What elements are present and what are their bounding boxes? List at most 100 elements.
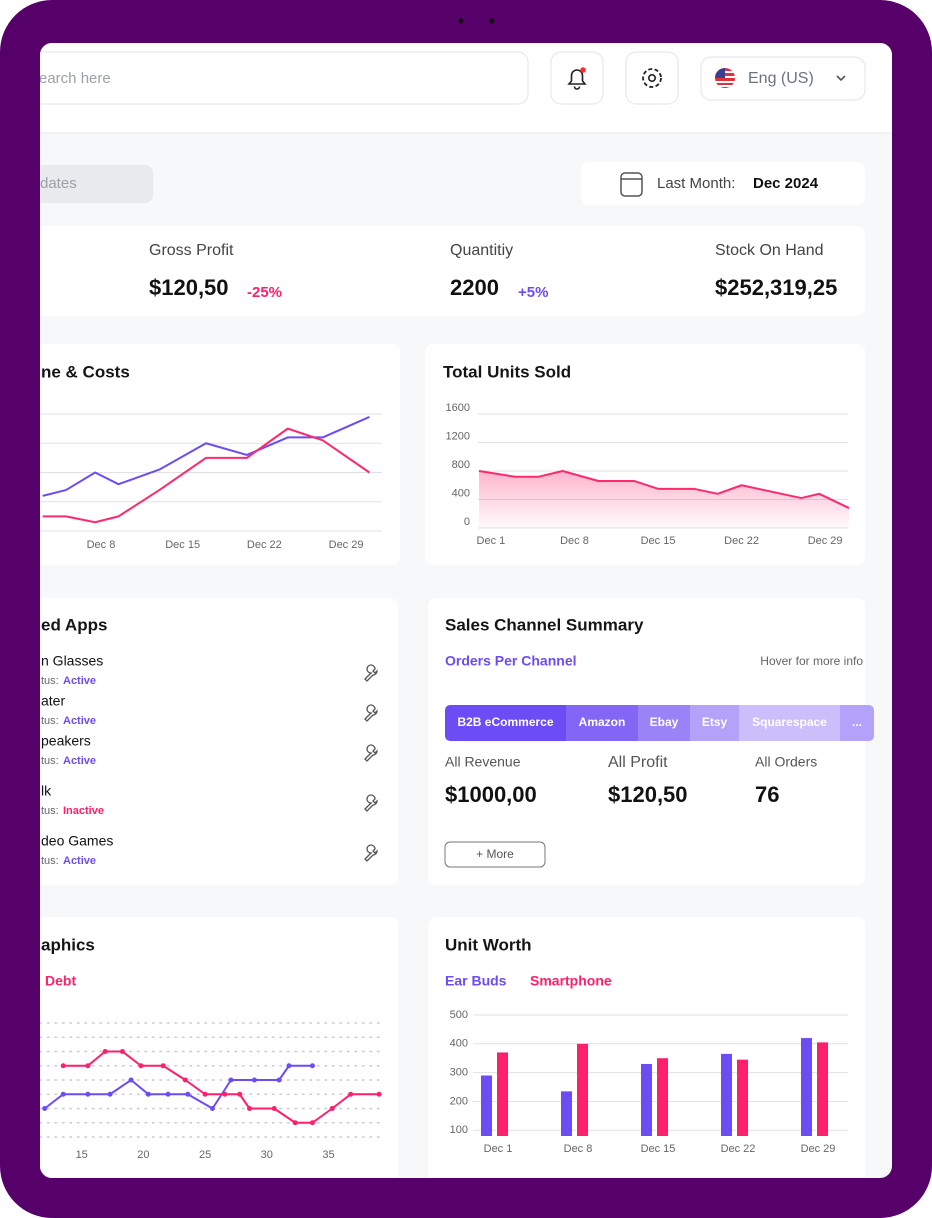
kpi-label: Stock On Hand [715, 242, 824, 259]
app-settings-icon[interactable] [364, 844, 378, 862]
notification-button[interactable] [550, 51, 604, 105]
channel-tab[interactable] [739, 705, 840, 741]
apps-card [40, 598, 398, 885]
point [222, 1091, 228, 1097]
hint: Hover for more info [760, 654, 863, 668]
app-settings-icon[interactable] [364, 744, 378, 762]
x-tick-label: 30 [261, 1149, 273, 1161]
filter-pill[interactable] [10, 165, 153, 203]
sensor [489, 18, 495, 24]
more-button[interactable] [444, 841, 546, 868]
legend-entry: Ear Buds [445, 973, 507, 989]
x-tick-label: 25 [199, 1149, 211, 1161]
point [228, 1077, 234, 1083]
point [286, 1063, 292, 1069]
point [329, 1106, 335, 1111]
app-status: Active [63, 715, 96, 727]
point [292, 1120, 298, 1126]
y-tick-label: 0 [464, 516, 470, 528]
search-box[interactable] [10, 51, 529, 105]
point [107, 1091, 113, 1097]
channel-tab-label: B2B eCommerce [457, 715, 553, 729]
app-name: n Glasses [41, 653, 103, 669]
chart-title: ne & Costs [41, 362, 130, 381]
point [348, 1091, 354, 1097]
app-settings-icon[interactable] [364, 794, 378, 812]
x-tick-label: 20 [137, 1149, 149, 1161]
channel-tab[interactable] [566, 705, 638, 741]
bar [721, 1053, 732, 1136]
point [165, 1091, 171, 1097]
date-range-label: Last Month: [657, 175, 735, 192]
status-label: tus: [41, 715, 59, 727]
series-line [44, 1064, 313, 1110]
x-tick-label: Dec 22 [724, 535, 759, 547]
status-label: tus: [41, 755, 59, 767]
point [160, 1063, 166, 1069]
bar [497, 1052, 508, 1136]
gear-icon [642, 68, 662, 88]
screen: earch here Eng (US) dates Last Month: De… [10, 43, 892, 1178]
app-name: deo Games [41, 833, 113, 849]
channel-tab-label: ... [852, 715, 862, 729]
x-tick-label: Dec 29 [329, 539, 364, 551]
more-button-label: + More [476, 847, 514, 861]
metric-value: $1000,00 [445, 782, 537, 807]
point [271, 1106, 277, 1111]
point [309, 1063, 315, 1069]
date-range[interactable] [581, 162, 865, 205]
card-title: Sales Channel Summary [445, 615, 644, 634]
status-label: tus: [41, 855, 59, 867]
x-tick-label: Dec 22 [721, 1143, 756, 1155]
gear-icon-center [647, 74, 656, 83]
x-tick-label: Dec 15 [165, 539, 200, 551]
channel-tab-label: Amazon [579, 715, 626, 729]
point [309, 1120, 315, 1126]
chart-title: aphics [41, 935, 95, 954]
area-fill [479, 471, 849, 528]
unit-worth-card [428, 917, 865, 1178]
search-placeholder: earch here [39, 70, 111, 87]
metric-value: 76 [755, 782, 779, 807]
point [102, 1049, 108, 1054]
bar [577, 1043, 588, 1136]
subtitle: Orders Per Channel [445, 653, 577, 669]
bar [641, 1063, 652, 1136]
status-label: tus: [41, 675, 59, 687]
channel-tab[interactable] [690, 705, 739, 741]
x-tick-label: 15 [76, 1149, 88, 1161]
channel-tab[interactable] [840, 705, 874, 741]
app-status: Inactive [63, 805, 104, 817]
language-selector[interactable] [700, 56, 866, 101]
settings-button[interactable] [625, 51, 679, 105]
point [182, 1077, 188, 1083]
date-range-value: Dec 2024 [753, 175, 819, 192]
point [185, 1091, 191, 1097]
camera [458, 18, 464, 24]
app-status: Active [63, 675, 96, 687]
channel-tab[interactable] [445, 705, 566, 741]
x-tick-label: 35 [322, 1149, 334, 1161]
x-tick-label: Dec 8 [560, 535, 589, 547]
y-tick-label: 400 [452, 487, 470, 499]
app-settings-icon[interactable] [364, 704, 378, 722]
app-name: lk [41, 783, 52, 799]
app-settings-icon[interactable] [364, 664, 378, 682]
us-flag [715, 68, 735, 88]
y-tick-label: 100 [450, 1124, 468, 1136]
point [138, 1063, 144, 1069]
x-tick-label: Dec 22 [247, 539, 282, 551]
point [145, 1091, 151, 1097]
point [247, 1106, 253, 1111]
x-tick-label: Dec 8 [564, 1143, 593, 1155]
calendar-icon [620, 172, 643, 197]
chart-title: Unit Worth [445, 935, 532, 954]
series-line [42, 427, 370, 524]
y-tick-label: 800 [452, 459, 470, 471]
kpi-label: Gross Profit [149, 242, 234, 259]
channel-tab-label: Ebay [650, 715, 679, 729]
kpi-card [40, 226, 865, 316]
y-tick-label: 200 [450, 1095, 468, 1107]
channel-tab[interactable] [638, 705, 690, 741]
x-tick-label: Dec 29 [801, 1143, 836, 1155]
